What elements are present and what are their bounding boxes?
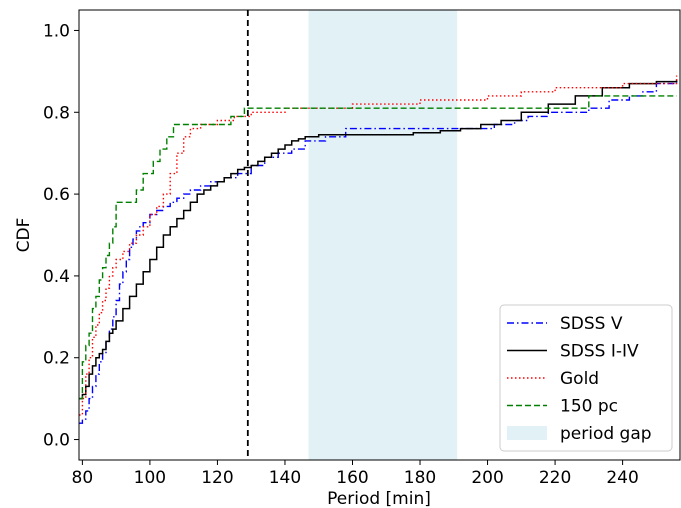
x-axis-ticks: 80 100 120 140 160 180 200 220 240 [72, 460, 639, 488]
legend-label-period-gap: period gap [560, 424, 652, 444]
y-tick-label: 0.4 [43, 267, 70, 287]
period-gap-rect [308, 10, 458, 460]
x-tick-label: 180 [404, 468, 436, 488]
x-axis-label: Period [min] [327, 489, 431, 508]
legend-swatch-period-gap [507, 426, 547, 440]
legend-label-sdss-i-iv: SDSS I-IV [560, 342, 639, 362]
legend-box [499, 304, 673, 452]
y-tick-label: 0.0 [43, 431, 70, 451]
x-tick-label: 100 [134, 468, 166, 488]
y-tick-label: 0.6 [43, 185, 70, 205]
period-gap-band [308, 10, 458, 460]
x-tick-label: 200 [471, 468, 503, 488]
y-axis-ticks: 0.0 0.2 0.4 0.6 0.8 1.0 [43, 21, 79, 451]
series-lines [79, 75, 678, 424]
y-tick-label: 0.2 [43, 349, 70, 369]
series-line-sdss-i-iv [79, 79, 678, 400]
x-tick-label: 80 [72, 468, 94, 488]
x-tick-label: 160 [336, 468, 368, 488]
y-tick-label: 0.8 [43, 103, 70, 123]
x-tick-label: 240 [606, 468, 638, 488]
legend-label-gold: Gold [560, 369, 599, 389]
y-axis-label: CDF [14, 218, 34, 253]
legend-label-150-pc: 150 pc [560, 397, 618, 417]
legend: SDSS V SDSS I-IV Gold 150 pc period gap [499, 304, 673, 452]
x-tick-label: 120 [201, 468, 233, 488]
legend-label-sdss-v: SDSS V [560, 314, 623, 334]
series-line-gold [79, 75, 678, 416]
y-tick-label: 1.0 [43, 21, 70, 41]
x-tick-label: 220 [539, 468, 571, 488]
plot-frame [78, 9, 681, 461]
x-tick-label: 140 [269, 468, 301, 488]
